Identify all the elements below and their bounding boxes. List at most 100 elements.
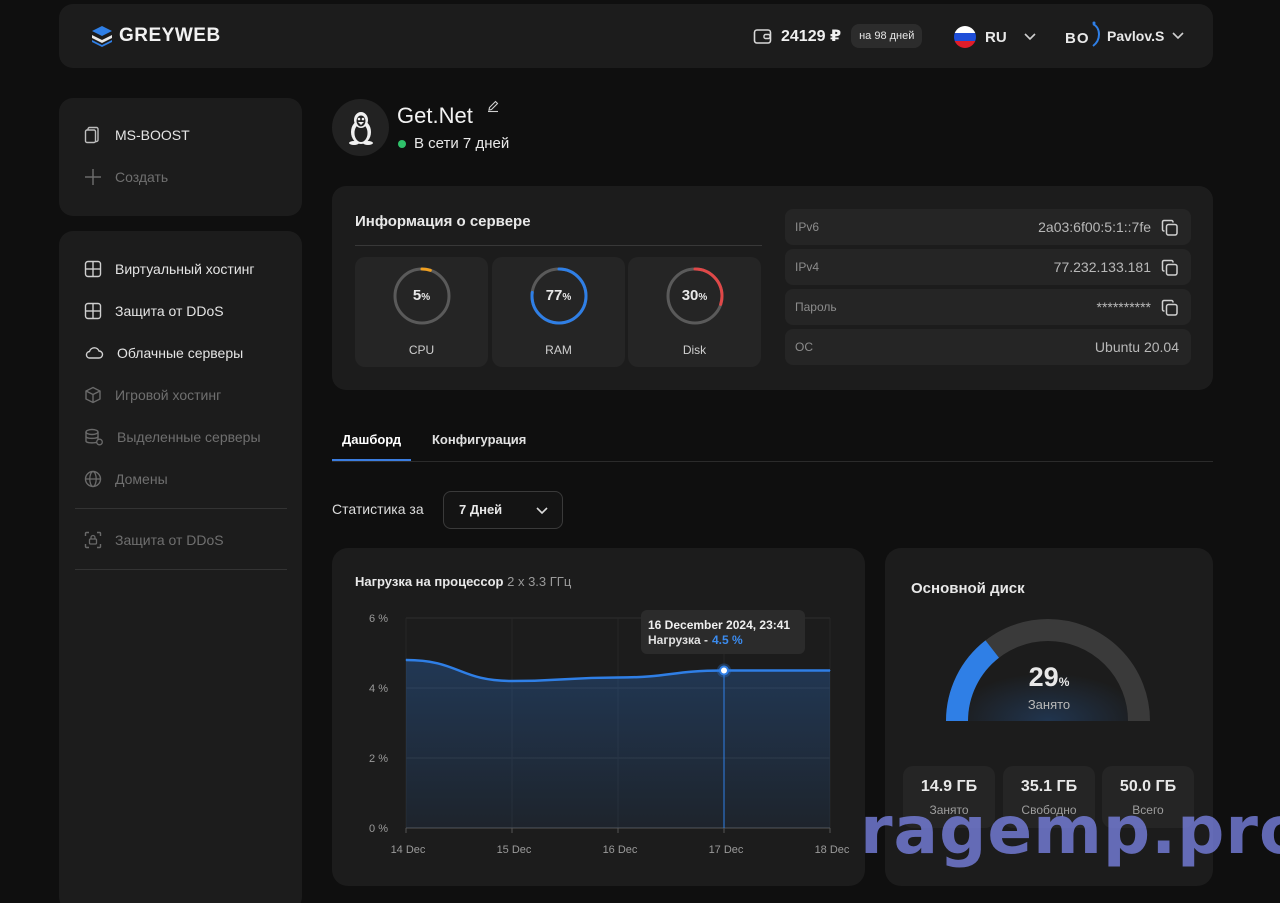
disk-free-box: 35.1 ГБ Свободно [1003,766,1095,828]
server-info-title: Информация о сервере [355,213,531,230]
grid-icon [84,302,102,320]
sidebar-item-ms-boost[interactable]: MS-BOOST [84,126,190,144]
sidebar-item-label: MS-BOOST [115,127,190,143]
info-value: 77.232.133.181 [1053,259,1151,275]
gauge-arc [666,267,724,325]
disk-free-label: Свободно [1021,803,1077,817]
balance[interactable]: 24129 ₽ на 98 дней [753,24,923,48]
plus-icon [85,169,101,185]
data-point [829,670,831,671]
info-key: ОС [795,340,813,354]
disk-used-box: 14.9 ГБ Занято [903,766,995,828]
language-selector[interactable]: RU [953,25,1037,49]
tooltip-box [641,610,805,654]
gauge-value: 30% [628,287,761,304]
gauge-value: 5% [355,287,488,304]
gauge-cpu: 5% CPU [355,257,488,367]
user-logo-text: BO [1065,30,1090,47]
sidebar-item-domains[interactable]: Домены [84,470,168,488]
sidebar-item-create[interactable]: Создать [84,168,168,186]
disk-total-value: 50.0 ГБ [1119,778,1177,795]
gauge-label: Disk [682,343,707,357]
edit-icon[interactable] [486,99,500,113]
copy-icon[interactable] [1161,299,1179,317]
data-point [511,680,513,682]
balance-amount: 24129 ₽ [781,28,842,45]
chart-subtitle: 2 x 3.3 ГГц [507,574,572,589]
sidebar-item-label: Создать [115,169,169,185]
period-select[interactable]: 7 Дней [443,491,563,529]
x-tick-label: 15 Dec [497,844,532,856]
sidebar-item-dedicated-servers[interactable]: Выделенные серверы [84,428,261,446]
gauge-ring [666,267,724,325]
sidebar-item-label: Защита от DDoS [115,303,224,319]
disk-used-value: 14.9 ГБ [920,778,978,795]
gauge-number: 5 [412,287,422,304]
sidebar-item-label: Облачные серверы [117,345,244,361]
disk-percent-label: Занято [1027,697,1071,712]
info-value: ********** [1096,299,1151,315]
copy-icon[interactable] [1161,219,1179,237]
stats-period-label: Статистика за [332,501,424,517]
sidebar-divider [75,508,287,509]
data-point [405,659,407,661]
disk-free-value: 35.1 ГБ [1020,778,1078,795]
divider [355,245,762,246]
disk-total-label: Всего [1132,803,1164,817]
sidebar-item-label: Выделенные серверы [117,429,261,445]
disk-gauge-fill [946,640,1000,722]
tab-dashboard[interactable]: Дашборд [342,432,402,447]
gauge-unit: % [698,292,708,303]
gauge-arc [393,267,451,325]
y-tick-label: 6 % [369,613,388,625]
server-os-avatar [332,99,389,156]
disk-glow [968,641,1128,721]
user-menu[interactable]: BO Pavlov.S [1065,20,1186,52]
user-name: Pavlov.S [1107,28,1165,44]
disk-title: Основной диск [911,580,1025,597]
services-panel: Виртуальный хостинг Защита от DDoS Облач… [59,231,302,903]
projects-panel: MS-BOOST Создать [59,98,302,216]
tab-configuration[interactable]: Конфигурация [432,432,527,447]
sidebar-item-virtual-hosting[interactable]: Виртуальный хостинг [84,260,255,278]
server-status-text: В сети 7 дней [414,135,510,152]
sidebar-item-label: Защита от DDoS [115,532,224,548]
wallet-icon [753,29,772,44]
chart-title: Нагрузка на процессор 2 x 3.3 ГГц [355,574,571,589]
info-key: IPv4 [795,260,820,274]
logo[interactable]: GREYWEB [91,25,221,47]
info-value: 2a03:6f00:5:1::7fe [1038,219,1151,235]
sidebar-item-cloud-servers[interactable]: Облачные серверы [84,344,243,362]
user-avatar: BO [1065,20,1101,52]
copy-icon[interactable] [1161,259,1179,277]
gauge-unit: % [562,292,572,303]
database-icon [85,428,103,446]
sidebar-item-game-hosting[interactable]: Игровой хостинг [84,386,221,404]
gauge-ring [393,267,451,325]
y-tick-label: 4 % [369,683,388,695]
gauge-disk: 30% Disk [628,257,761,367]
info-key: Пароль [795,300,837,314]
gauge-value: 77% [492,287,625,304]
server-status: В сети 7 дней [398,135,509,152]
sidebar-item-ddos-protection-2[interactable]: Защита от DDoS [84,531,224,549]
x-tick-label: 17 Dec [709,844,744,856]
sidebar-item-label: Виртуальный хостинг [115,261,255,277]
disk-gauge [946,619,1150,722]
linux-tux-icon [348,111,373,145]
x-tick-label: 16 Dec [603,844,638,856]
chevron-down-icon [1172,32,1184,40]
grid-icon [84,260,102,278]
info-row-2: IPv4 77.232.133.181 [785,249,1191,285]
logo-text: GREYWEB [119,25,221,46]
info-row-4: ОС Ubuntu 20.04 [785,329,1191,365]
active-tab-indicator [332,459,411,461]
y-tick-label: 0 % [369,823,388,835]
watermark: ragemp.pro [860,792,1280,869]
disk-percent: 29% [885,662,1213,693]
sidebar-divider [75,569,287,570]
highlight-point[interactable] [719,665,729,676]
sidebar-item-ddos-protection[interactable]: Защита от DDoS [84,302,224,320]
gauge-label: RAM [545,343,572,357]
cpu-load-chart[interactable]: 6 % 4 % 2 % 0 %14 Dec 15 Dec 16 Dec 17 Dec 18 D… [332,548,865,886]
